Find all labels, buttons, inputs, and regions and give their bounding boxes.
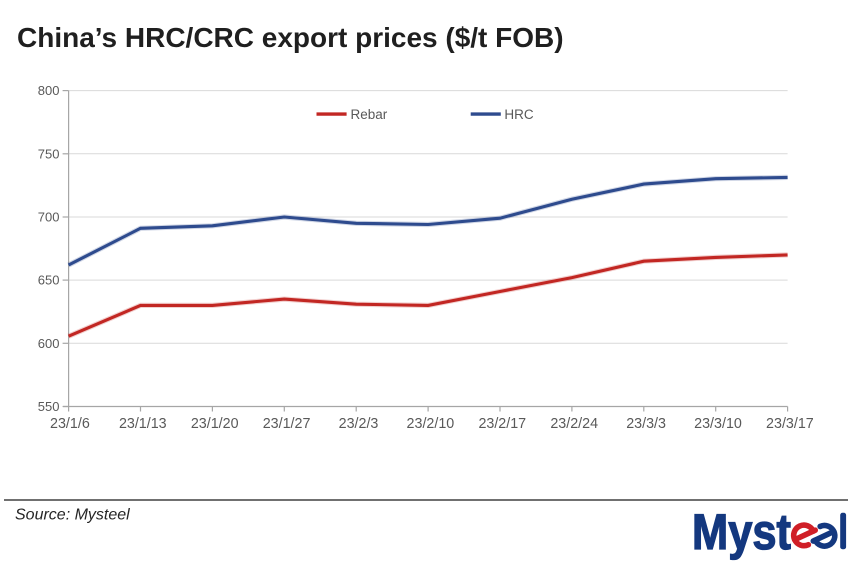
- svg-text:800: 800: [38, 83, 60, 98]
- svg-text:Source: Mysteel: Source: Mysteel: [15, 507, 130, 524]
- svg-text:600: 600: [38, 336, 60, 351]
- svg-text:23/2/3: 23/2/3: [339, 416, 379, 432]
- svg-text:700: 700: [38, 210, 60, 225]
- svg-text:23/1/6: 23/1/6: [50, 416, 90, 432]
- svg-text:23/2/10: 23/2/10: [407, 416, 455, 432]
- svg-text:23/3/17: 23/3/17: [766, 416, 814, 432]
- svg-text:Myst: Myst: [692, 504, 791, 560]
- svg-text:750: 750: [38, 146, 60, 161]
- svg-text:23/1/27: 23/1/27: [263, 416, 311, 432]
- svg-text:550: 550: [38, 399, 60, 414]
- svg-text:23/1/13: 23/1/13: [119, 416, 167, 432]
- svg-text:23/1/20: 23/1/20: [191, 416, 239, 432]
- svg-text:23/2/24: 23/2/24: [550, 416, 598, 432]
- svg-text:23/2/17: 23/2/17: [478, 416, 526, 432]
- svg-text:HRC: HRC: [504, 107, 533, 122]
- svg-text:23/3/10: 23/3/10: [694, 416, 742, 432]
- svg-text:650: 650: [38, 273, 60, 288]
- svg-text:23/3/3: 23/3/3: [626, 416, 666, 432]
- svg-text:Rebar: Rebar: [351, 107, 388, 122]
